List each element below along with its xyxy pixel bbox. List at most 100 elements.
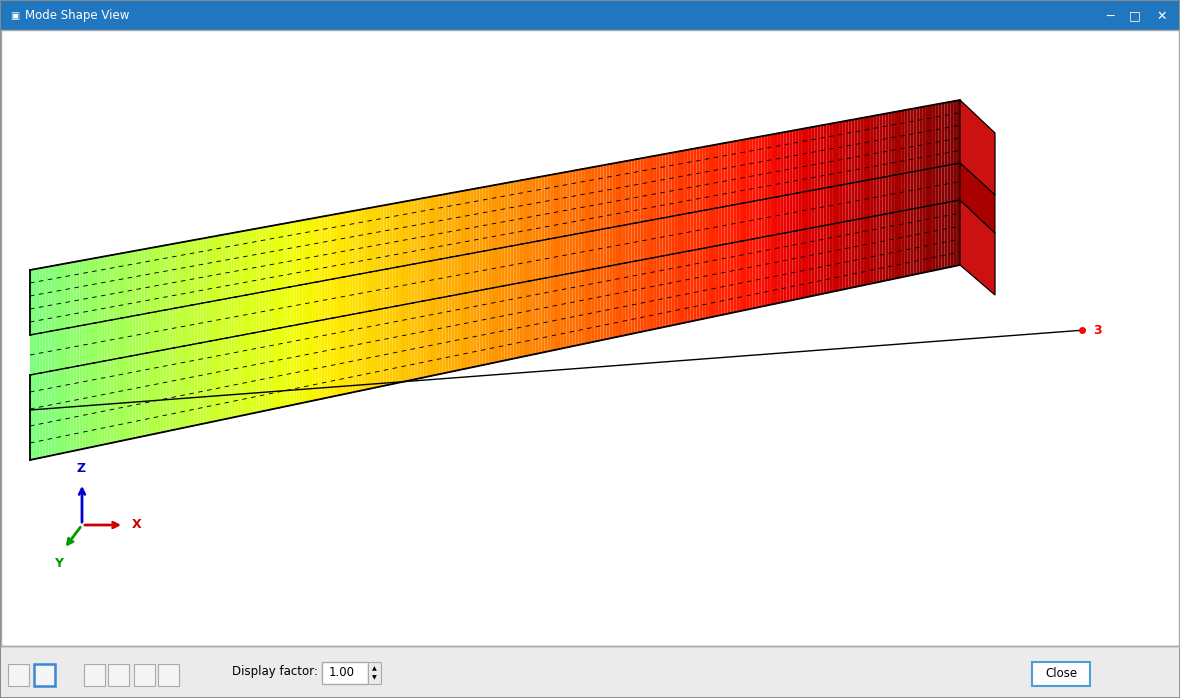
Polygon shape [229,298,231,338]
Polygon shape [247,295,250,334]
Polygon shape [687,251,690,322]
Polygon shape [784,132,786,195]
Polygon shape [343,315,346,394]
Polygon shape [877,178,879,216]
Polygon shape [529,281,532,355]
Polygon shape [254,293,256,333]
Polygon shape [113,319,117,359]
Polygon shape [477,252,479,291]
Polygon shape [852,182,854,221]
Polygon shape [852,119,854,183]
Polygon shape [188,345,191,427]
Polygon shape [948,165,951,202]
Bar [1,1,1179,30]
Polygon shape [281,327,284,408]
Polygon shape [734,242,736,313]
Polygon shape [433,299,437,376]
Polygon shape [353,313,355,392]
Polygon shape [814,189,818,228]
Polygon shape [290,222,294,287]
Polygon shape [219,339,222,420]
Polygon shape [412,303,414,380]
Polygon shape [160,246,163,311]
Polygon shape [700,211,703,249]
Polygon shape [845,221,848,289]
Polygon shape [709,145,712,209]
Polygon shape [889,112,892,176]
Polygon shape [653,156,656,220]
Polygon shape [675,253,677,325]
Polygon shape [458,255,461,295]
Polygon shape [365,208,368,273]
Polygon shape [319,320,321,399]
Polygon shape [430,260,433,299]
Polygon shape [393,267,395,306]
Polygon shape [936,167,938,205]
Polygon shape [576,272,578,346]
Polygon shape [852,220,854,288]
Polygon shape [873,179,877,216]
Polygon shape [58,265,61,330]
Polygon shape [523,282,526,357]
Polygon shape [250,229,254,295]
Polygon shape [843,221,845,290]
Polygon shape [827,225,830,293]
Polygon shape [303,323,306,403]
Polygon shape [595,166,597,230]
Polygon shape [58,369,61,454]
Polygon shape [306,283,309,323]
Polygon shape [578,233,582,272]
Polygon shape [566,172,570,236]
Polygon shape [420,262,424,302]
Polygon shape [86,364,88,448]
Polygon shape [793,231,795,300]
Polygon shape [334,318,337,396]
Polygon shape [256,292,260,332]
Polygon shape [359,209,362,274]
Polygon shape [405,265,408,304]
Polygon shape [229,337,231,418]
Polygon shape [681,214,684,253]
Polygon shape [706,247,709,318]
Polygon shape [123,253,126,318]
Polygon shape [684,214,687,252]
Polygon shape [430,299,433,376]
Polygon shape [808,127,811,191]
Polygon shape [827,187,830,225]
Polygon shape [427,299,430,377]
Polygon shape [101,256,104,322]
Polygon shape [448,193,452,258]
Polygon shape [219,299,222,339]
Polygon shape [526,179,529,244]
Polygon shape [405,201,408,266]
Polygon shape [151,247,155,313]
Polygon shape [597,230,601,268]
Polygon shape [254,332,256,413]
Polygon shape [359,274,362,313]
Polygon shape [520,180,523,244]
Polygon shape [898,111,902,174]
Polygon shape [389,204,393,269]
Polygon shape [768,198,771,236]
Polygon shape [870,179,873,217]
Polygon shape [578,271,582,345]
Polygon shape [324,280,328,320]
Polygon shape [151,352,155,435]
Polygon shape [749,138,753,202]
Polygon shape [470,292,473,368]
Polygon shape [306,219,309,284]
Polygon shape [700,147,703,211]
Polygon shape [743,202,746,241]
Polygon shape [380,269,384,309]
Polygon shape [170,244,172,309]
Polygon shape [715,208,719,246]
Polygon shape [814,227,818,295]
Polygon shape [266,291,269,331]
Polygon shape [79,260,83,326]
Polygon shape [442,297,445,373]
Polygon shape [570,235,572,274]
Polygon shape [545,239,548,279]
Polygon shape [839,185,843,223]
Polygon shape [694,148,696,212]
Polygon shape [647,156,650,221]
